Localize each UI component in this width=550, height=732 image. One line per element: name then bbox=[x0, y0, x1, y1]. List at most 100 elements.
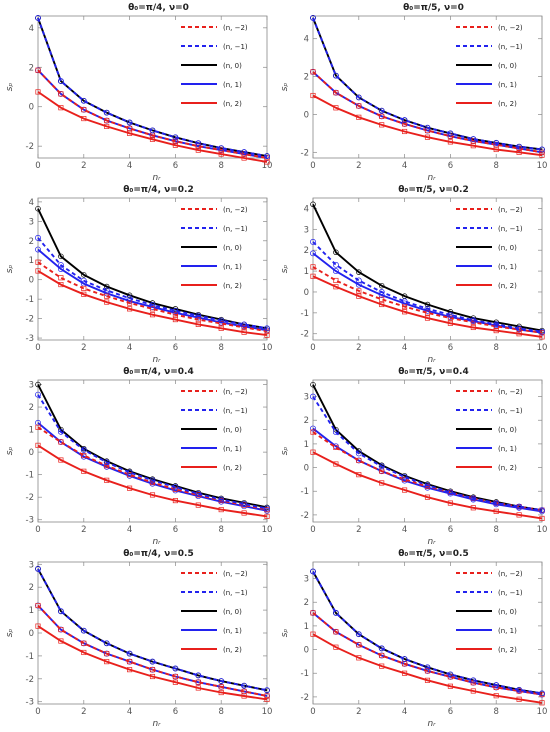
data-point bbox=[447, 320, 453, 326]
data-point bbox=[379, 663, 385, 669]
x-tick-label: 6 bbox=[173, 525, 178, 535]
data-point bbox=[424, 305, 431, 312]
y-tick-label: 1 bbox=[304, 622, 309, 632]
data-point bbox=[447, 315, 453, 321]
x-tick-label: 4 bbox=[402, 343, 407, 353]
data-point bbox=[539, 149, 545, 155]
y-tick-label: -3 bbox=[26, 334, 34, 344]
x-tick-label: 0 bbox=[35, 707, 40, 717]
data-point bbox=[355, 457, 362, 464]
data-point bbox=[493, 693, 499, 699]
x-tick-label: 2 bbox=[356, 707, 361, 717]
x-tick-label: 4 bbox=[127, 707, 132, 717]
data-point bbox=[424, 124, 431, 131]
data-point bbox=[218, 325, 224, 331]
data-point bbox=[539, 328, 545, 335]
data-point bbox=[493, 321, 500, 328]
x-tick-label: 0 bbox=[310, 707, 315, 717]
data-point bbox=[81, 452, 87, 459]
x-axis-label: nᵣ bbox=[152, 173, 161, 182]
data-point bbox=[127, 485, 133, 491]
data-point bbox=[149, 673, 156, 680]
legend-label: (n, 0) bbox=[498, 426, 517, 434]
data-point bbox=[332, 89, 339, 96]
series-line bbox=[312, 241, 543, 333]
data-point bbox=[127, 667, 133, 673]
legend-label: (n, −2) bbox=[498, 24, 523, 32]
data-point bbox=[264, 332, 270, 338]
data-point bbox=[355, 631, 362, 638]
data-point bbox=[333, 284, 339, 290]
data-point bbox=[379, 480, 385, 486]
series-line bbox=[37, 261, 268, 333]
data-point bbox=[35, 602, 41, 609]
y-tick-label: 4 bbox=[29, 24, 34, 34]
data-point bbox=[103, 117, 110, 124]
data-point bbox=[378, 107, 385, 114]
data-point bbox=[310, 250, 316, 257]
data-point bbox=[310, 273, 316, 279]
data-point bbox=[35, 246, 41, 253]
x-tick-label: 0 bbox=[35, 161, 40, 171]
y-tick-label: 2 bbox=[304, 598, 309, 608]
data-point bbox=[57, 262, 64, 269]
data-point bbox=[104, 651, 110, 657]
data-point bbox=[103, 459, 110, 466]
data-point bbox=[424, 315, 431, 321]
data-point bbox=[539, 146, 545, 153]
legend-label: (n, −1) bbox=[498, 225, 523, 233]
x-tick-label: 8 bbox=[218, 161, 223, 171]
data-point bbox=[81, 649, 87, 656]
data-point bbox=[172, 498, 178, 504]
data-point bbox=[149, 302, 156, 308]
data-point bbox=[516, 503, 523, 510]
series-line bbox=[312, 612, 543, 696]
data-point bbox=[57, 78, 64, 85]
plot-frame bbox=[37, 379, 268, 523]
data-point bbox=[378, 645, 385, 652]
data-point bbox=[195, 321, 201, 327]
legend-label: (n, −2) bbox=[223, 206, 248, 214]
data-point bbox=[378, 289, 385, 295]
chart-title: θ₀=π/5, ν=0.5 bbox=[398, 549, 469, 559]
data-point bbox=[402, 309, 408, 315]
chart-title: θ₀=π/4, ν=0.4 bbox=[123, 367, 194, 377]
data-point bbox=[355, 641, 362, 648]
y-tick-label: -3 bbox=[26, 698, 34, 708]
y-tick-label: -2 bbox=[301, 148, 309, 158]
data-point bbox=[401, 656, 408, 662]
legend-label: (n, 0) bbox=[498, 608, 517, 616]
y-tick-label: 2 bbox=[304, 416, 309, 426]
series-line bbox=[37, 384, 268, 509]
data-point bbox=[195, 685, 201, 691]
data-point bbox=[447, 674, 453, 680]
series-line bbox=[37, 208, 268, 330]
x-axis-label: nᵣ bbox=[152, 355, 161, 364]
data-point bbox=[104, 463, 110, 469]
data-point bbox=[241, 149, 248, 156]
data-point bbox=[172, 665, 179, 672]
data-point bbox=[241, 501, 248, 507]
data-point bbox=[241, 688, 247, 694]
data-point bbox=[218, 507, 224, 513]
data-point bbox=[310, 425, 316, 432]
data-point bbox=[264, 325, 270, 332]
y-axis-label: sₚ bbox=[5, 83, 15, 92]
x-tick-label: 4 bbox=[402, 161, 407, 171]
x-tick-label: 8 bbox=[218, 525, 223, 535]
data-point bbox=[81, 640, 87, 646]
data-point bbox=[470, 324, 476, 331]
x-tick-label: 10 bbox=[537, 161, 548, 171]
data-point bbox=[310, 609, 316, 616]
data-point bbox=[149, 127, 156, 134]
y-tick-label: -1 bbox=[26, 471, 34, 481]
data-point bbox=[58, 282, 64, 288]
data-point bbox=[516, 149, 522, 155]
data-point bbox=[355, 102, 362, 109]
data-point bbox=[57, 608, 64, 615]
y-tick-label: 3 bbox=[304, 575, 309, 585]
data-point bbox=[57, 266, 64, 272]
data-point bbox=[35, 268, 41, 274]
data-point bbox=[58, 105, 64, 111]
data-point bbox=[35, 259, 41, 265]
